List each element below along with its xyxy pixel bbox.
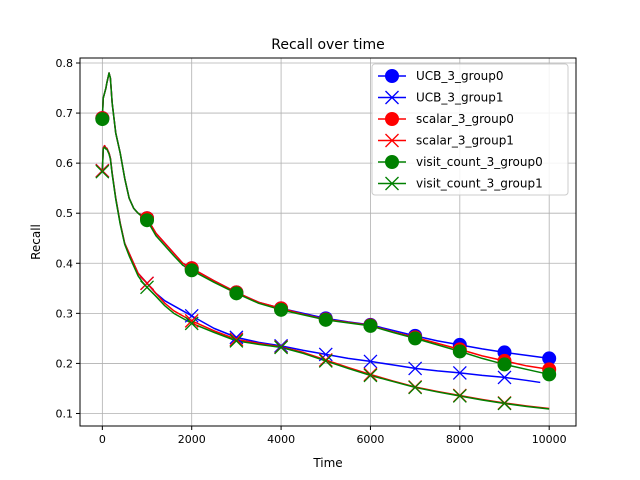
data-point-scalar_3_group1 (318, 352, 333, 367)
chart-title: Recall over time (271, 37, 385, 53)
legend-label-UCB_3_group0: UCB_3_group0 (416, 69, 504, 83)
data-point-visit_count_3_group1 (497, 396, 512, 411)
x-marker-stroke (184, 316, 199, 331)
data-point-UCB_3_group1 (363, 354, 378, 369)
x-marker-stroke (452, 388, 467, 403)
data-point-visit_count_3_group1 (408, 380, 423, 395)
data-point-visit_count_3_group0 (184, 263, 199, 278)
series-markers (95, 111, 557, 411)
data-point-visit_count_3_group1 (229, 333, 244, 348)
data-point-visit_count_3_group0 (140, 213, 155, 228)
legend-label-scalar_3_group0: scalar_3_group0 (416, 112, 514, 126)
grid (80, 58, 576, 426)
x-marker-stroke (229, 333, 244, 348)
data-point-scalar_3_group1 (184, 313, 199, 328)
data-point-visit_count_3_group0 (95, 112, 110, 127)
x-marker-stroke (363, 354, 378, 369)
plot-frame (79, 57, 577, 427)
data-point-scalar_3_group1 (229, 332, 244, 347)
x-axis-label: Time (312, 456, 342, 470)
x-marker-stroke (385, 90, 399, 105)
data-point-UCB_3_group1 (497, 370, 512, 385)
x-marker-stroke (229, 330, 244, 345)
x-marker-stroke (363, 367, 378, 382)
legend-label-UCB_3_group1: UCB_3_group1 (416, 91, 504, 105)
legend-label-visit_count_3_group0: visit_count_3_group0 (416, 155, 543, 169)
x-marker-stroke (497, 370, 512, 385)
data-point-visit_count_3_group0 (497, 357, 512, 372)
legend: UCB_3_group0 UCB_3_group1 scalar_3_group0s… (371, 63, 569, 196)
x-marker-stroke (184, 313, 199, 328)
x-tick-label: 0 (99, 433, 106, 446)
data-point-UCB_3_group1 (274, 338, 289, 353)
legend-marker-visit_count_3_group0 (385, 155, 399, 169)
x-marker-stroke (363, 368, 378, 383)
x-tick-label: 6000 (356, 433, 384, 446)
data-point-visit_count_3_group1 (184, 316, 199, 331)
x-axis-ticks: 0 2000 4000 6000 8000 10000 (99, 426, 567, 446)
data-point-scalar_3_group1 (95, 163, 110, 178)
x-marker-stroke (452, 365, 467, 380)
x-tick-label: 8000 (446, 433, 474, 446)
x-marker-stroke (408, 380, 423, 395)
data-point-visit_count_3_group1 (318, 353, 333, 368)
data-point-visit_count_3_group0 (452, 344, 467, 359)
x-marker-stroke (95, 163, 110, 178)
legend-marker-visit_count_3_group1 (385, 176, 399, 191)
x-marker-stroke (385, 176, 399, 191)
x-marker-stroke (408, 361, 423, 376)
data-point-scalar_3_group1 (140, 276, 154, 291)
x-marker-stroke (140, 276, 154, 291)
y-tick-label: 0.6 (56, 157, 74, 170)
data-point-visit_count_3_group0 (408, 331, 423, 346)
data-point-UCB_3_group1 (184, 308, 199, 323)
y-tick-label: 0.5 (56, 207, 74, 220)
y-tick-label: 0.7 (56, 107, 74, 120)
data-point-scalar_3_group1 (363, 367, 378, 382)
y-tick-label: 0.3 (56, 307, 74, 320)
data-point-visit_count_3_group0 (363, 318, 378, 333)
x-marker-stroke (318, 353, 333, 368)
legend-marker-UCB_3_group1 (385, 90, 399, 105)
legend-label-scalar_3_group1: scalar_3_group1 (416, 134, 514, 148)
legend-box (371, 63, 569, 196)
x-marker-stroke (318, 352, 333, 367)
legend-marker-scalar_3_group0 (385, 112, 399, 126)
x-marker-stroke (274, 340, 289, 355)
data-point-UCB_3_group1 (408, 361, 423, 376)
legend-label-visit_count_3_group1: visit_count_3_group1 (416, 177, 543, 191)
x-marker-stroke (95, 164, 110, 179)
y-axis-label: Recall (29, 224, 43, 260)
x-tick-label: 2000 (178, 433, 206, 446)
data-point-visit_count_3_group1 (95, 164, 110, 179)
data-point-UCB_3_group1 (452, 365, 467, 380)
legend-marker-UCB_3_group0 (385, 69, 399, 83)
y-tick-label: 0.1 (56, 407, 74, 420)
x-marker-stroke (274, 338, 289, 353)
x-marker-stroke (184, 308, 199, 323)
data-point-visit_count_3_group1 (363, 368, 378, 383)
y-tick-label: 0.4 (56, 257, 74, 270)
x-tick-label: 10000 (532, 433, 567, 446)
data-point-UCB_3_group1 (318, 347, 333, 362)
x-tick-label: 4000 (267, 433, 295, 446)
data-point-visit_count_3_group0 (229, 286, 244, 301)
data-point-visit_count_3_group0 (274, 302, 289, 317)
y-tick-label: 0.2 (56, 357, 74, 370)
data-point-visit_count_3_group0 (318, 312, 333, 327)
data-point-visit_count_3_group1 (140, 280, 154, 295)
x-marker-stroke (385, 133, 399, 148)
x-marker-stroke (318, 347, 333, 362)
data-point-visit_count_3_group1 (452, 388, 467, 403)
y-tick-label: 0.8 (56, 57, 74, 70)
x-marker-stroke (140, 280, 154, 295)
x-marker-stroke (229, 332, 244, 347)
legend-marker-scalar_3_group1 (385, 133, 399, 148)
x-marker-stroke (497, 396, 512, 411)
data-point-visit_count_3_group1 (274, 340, 289, 355)
data-point-UCB_3_group1 (229, 330, 244, 345)
y-axis-ticks: 0.1 0.2 0.3 0.4 0.5 0.6 0.7 0.8 (56, 57, 80, 420)
data-point-visit_count_3_group0 (542, 367, 557, 382)
